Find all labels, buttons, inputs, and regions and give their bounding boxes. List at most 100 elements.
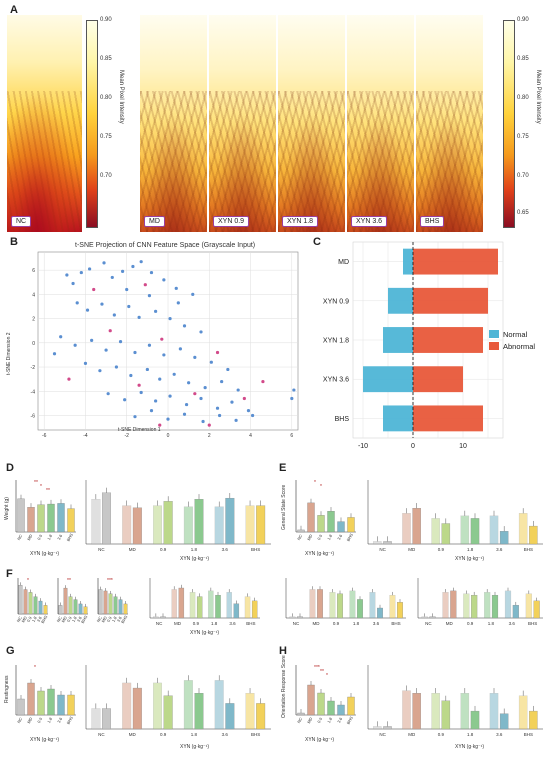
summary-tick: BHS [40, 614, 49, 624]
tsne-point [251, 413, 255, 418]
summary-tick: 3.6 [56, 533, 63, 541]
group-label: 1.8 [211, 621, 218, 626]
prepost-bar [91, 708, 101, 730]
group-label: 3.6 [222, 732, 229, 737]
prepost-bar [402, 513, 411, 545]
tsne-point [168, 394, 172, 398]
prepost-bar [504, 590, 512, 619]
cbar-right-tick: 0.65 [517, 210, 529, 216]
prepost-bar [441, 523, 451, 545]
significance-stars: * [27, 578, 29, 584]
group-label: NC [98, 732, 105, 737]
significance-stars: * [320, 484, 322, 490]
summary-tick: BHS [345, 715, 354, 725]
tsne-point [79, 270, 83, 275]
summary-bar [297, 712, 305, 716]
tsne-ylabel: t-SNE Dimension 2 [6, 332, 12, 375]
summary-tick: MD [26, 533, 33, 541]
summary-tick: NC [296, 716, 303, 724]
summary-tick: 1.8 [46, 716, 53, 724]
tsne-point [174, 286, 178, 290]
prepost-bar [233, 603, 240, 619]
prepost-bar [329, 592, 336, 619]
summary-bar [347, 696, 355, 716]
prepost-bar [208, 590, 214, 619]
summary-bar [57, 503, 65, 533]
summary-bar [327, 700, 335, 716]
panel-d-xyn: XYN (g·kg⁻¹) [30, 551, 60, 557]
summary-tick: BHS [345, 532, 354, 542]
tsne-point [100, 302, 104, 306]
tsne-point [114, 365, 119, 369]
summary-tick: NC [96, 615, 103, 623]
tile-label-nc: NC [11, 216, 32, 227]
group-label: 1.8 [488, 621, 495, 626]
group-label: MD [129, 547, 137, 552]
tsne-point [133, 415, 137, 419]
summary-tick: 3.6 [76, 615, 83, 623]
tsne-point [145, 367, 149, 372]
prepost-bar [214, 506, 224, 545]
tsne-point [83, 361, 88, 366]
group-label: MD [129, 732, 137, 737]
group-label: BHS [251, 732, 260, 737]
colorbar-left [86, 20, 98, 228]
c-bar-normal [363, 366, 413, 393]
panel-f-letter: F [6, 568, 13, 580]
tsne-point [184, 402, 189, 407]
panel-g-xyn: XYN (g·kg⁻¹) [30, 737, 60, 743]
summary-bar [297, 529, 305, 533]
summary-tick: 0.9 [26, 615, 33, 623]
panel-f-xyn: XYN (g·kg⁻¹) [190, 630, 220, 636]
summary-bar [47, 503, 55, 533]
group-label: 1.8 [191, 547, 198, 552]
group-label: BHS [528, 621, 537, 626]
tsne-point [230, 400, 234, 404]
tsne-point [137, 315, 141, 319]
tsne-point [182, 412, 187, 416]
prepost-bar [244, 596, 251, 619]
prepost-bar [397, 602, 403, 619]
prepost-bar [512, 604, 519, 619]
prepost-bar [245, 693, 255, 730]
panel-a-letter: A [10, 4, 18, 16]
panel-e-ylabel: General State Score [281, 484, 287, 530]
summary-tick: 0.9 [66, 615, 73, 623]
prepost-bar [194, 693, 204, 730]
group-label: 3.6 [496, 547, 503, 552]
tsne-point [162, 278, 166, 282]
summary-tick: BHS [120, 614, 129, 624]
tile-label-xyn36: XYN 3.6 [351, 216, 388, 227]
summary-tick: 0.9 [106, 615, 113, 623]
prepost-bar [226, 592, 232, 619]
prepost-bar [102, 708, 111, 730]
prepost-bar [529, 710, 538, 730]
prepost-bar [518, 695, 528, 730]
prepost-bar [309, 589, 316, 619]
c-category-label: BHS [335, 416, 350, 423]
significance-stars: ** [34, 480, 38, 486]
prepost-bar [297, 616, 303, 619]
tsne-point [162, 353, 166, 357]
summary-bar [67, 694, 75, 716]
cbar-left-tick: 0.80 [100, 95, 112, 101]
summary-bar [18, 585, 23, 615]
tsne-point [92, 287, 96, 292]
prepost-bar [349, 590, 356, 619]
group-label: 3.6 [373, 621, 380, 626]
summary-tick: MD [60, 615, 67, 623]
significance-stars: *** [107, 578, 113, 584]
tsne-point [118, 340, 123, 344]
c-category-label: XYN 3.6 [323, 377, 349, 384]
heatmap-tile-bhs: BHS [416, 15, 483, 232]
summary-tick: 1.8 [71, 615, 78, 623]
group-label: 1.8 [467, 732, 474, 737]
prepost-bar [317, 589, 323, 619]
summary-tick: NC [16, 615, 23, 623]
tsne-point [203, 386, 207, 390]
prepost-bar [289, 616, 296, 619]
group-label: MD [408, 732, 416, 737]
panel-h-ylabel: Orientation Response Score [281, 655, 287, 718]
c-bar-abnormal [413, 287, 488, 314]
tsne-xtick: -6 [42, 433, 47, 439]
